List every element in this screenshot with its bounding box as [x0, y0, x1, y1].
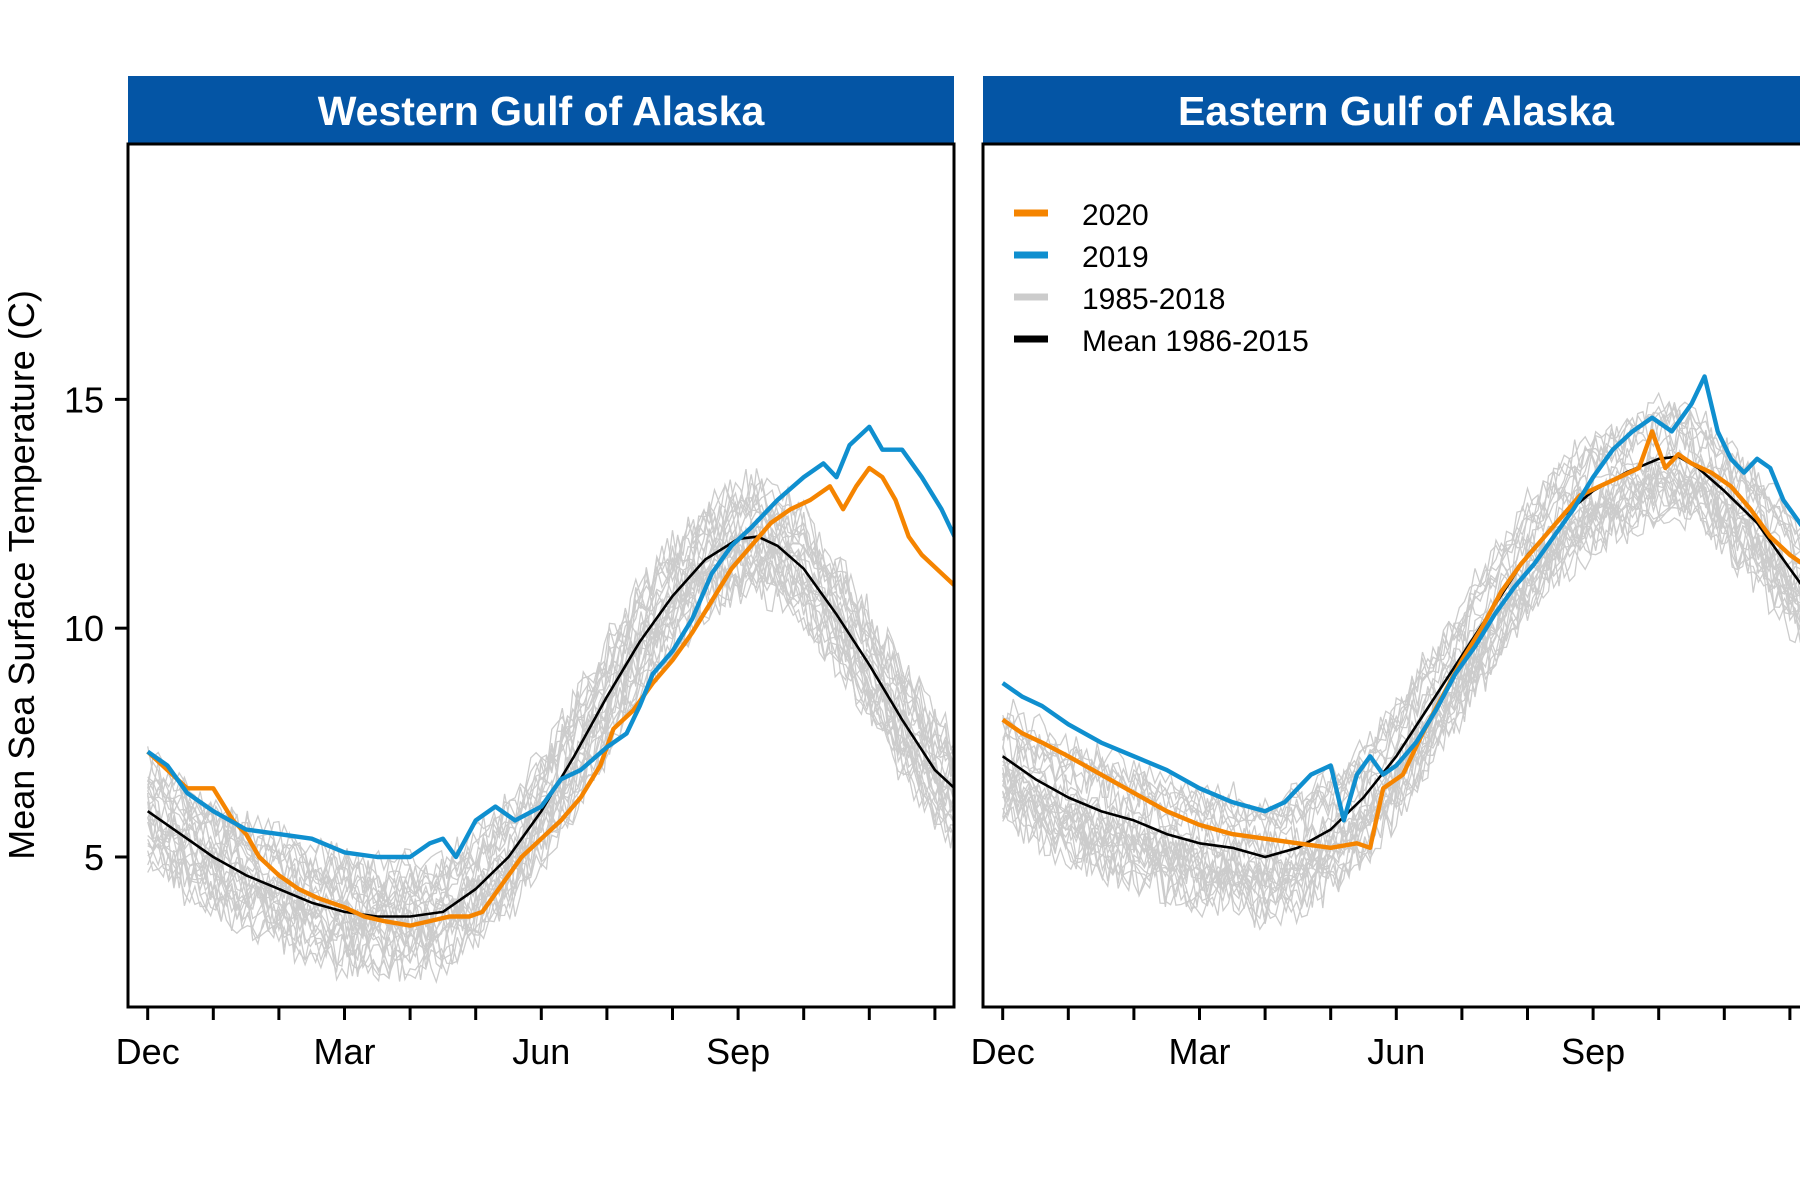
historical-line — [1002, 405, 1800, 826]
legend: 2020 2019 1985-2018 Mean 1986-2015 — [1014, 199, 1309, 358]
legend-item-2020: 2020 — [1014, 199, 1149, 232]
historical-line — [147, 482, 954, 900]
historical-line — [147, 542, 954, 958]
y-tick-label-0: 5 — [84, 837, 104, 878]
legend-item-2019: 2019 — [1014, 241, 1149, 274]
historical-line — [147, 503, 954, 918]
historical-line — [1002, 405, 1800, 825]
historical-line — [1002, 391, 1800, 827]
x-tick-label-mar: Mar — [1169, 1031, 1231, 1072]
historical-line — [1002, 466, 1800, 904]
legend-label-mean: Mean 1986-2015 — [1082, 325, 1309, 358]
historical-line — [1002, 400, 1800, 841]
legend-label-2019: 2019 — [1082, 241, 1149, 274]
y-tick-label-1: 10 — [64, 608, 104, 649]
historical-line — [1002, 488, 1800, 925]
historical-line — [1002, 409, 1800, 853]
series-line-2020 — [146, 465, 954, 928]
series-line-2019 — [1001, 374, 1800, 823]
series-line-mean-1986-2015 — [146, 535, 954, 918]
historical-line — [1002, 427, 1800, 860]
series-line-mean-1986-2015 — [1001, 455, 1800, 859]
historical-line — [147, 478, 954, 906]
x-tick-labels-western: Dec Mar Jun Sep — [116, 1031, 770, 1072]
legend-item-mean: Mean 1986-2015 — [1014, 325, 1309, 358]
historical-line — [147, 531, 954, 944]
strip-western — [128, 76, 954, 144]
historical-line — [1002, 490, 1800, 926]
legend-label-1985-2018: 1985-2018 — [1082, 283, 1225, 316]
historical-line — [1002, 456, 1800, 891]
historical-line — [1002, 470, 1800, 894]
panel-title-eastern: Eastern Gulf of Alaska — [1178, 88, 1615, 134]
historical-line — [147, 544, 954, 952]
legend-label-2020: 2020 — [1082, 199, 1149, 232]
historical-line — [147, 568, 954, 985]
historical-line — [1002, 474, 1800, 907]
legend-item-1985-2018: 1985-2018 — [1014, 283, 1225, 316]
x-tick-labels-eastern: Dec Mar Jun Sep — [971, 1031, 1625, 1072]
x-tick-label-sep: Sep — [1561, 1031, 1625, 1072]
historical-line — [1002, 400, 1800, 819]
historical-line — [147, 491, 954, 905]
series-1985-2018-1 — [1002, 391, 1800, 931]
y-axis-title: Mean Sea Surface Temperature (C) — [1, 290, 42, 860]
strip-eastern — [983, 76, 1800, 144]
series-line-2020 — [1001, 429, 1800, 850]
historical-line — [147, 468, 954, 891]
historical-line — [1002, 486, 1800, 928]
x-tick-label-dec: Dec — [971, 1031, 1035, 1072]
x-tick-label-mar: Mar — [314, 1031, 376, 1072]
x-tick-label-sep: Sep — [706, 1031, 770, 1072]
historical-line — [1002, 474, 1800, 920]
historical-line — [147, 558, 954, 983]
x-tick-label-jun: Jun — [1367, 1031, 1425, 1072]
historical-line — [1002, 456, 1800, 887]
historical-line — [147, 544, 954, 964]
x-tick-label-jun: Jun — [512, 1031, 570, 1072]
historical-line — [1002, 412, 1800, 833]
historical-line — [147, 494, 954, 902]
y-tick-labels: 5 10 15 — [64, 379, 104, 878]
y-tick-label-2: 15 — [64, 379, 104, 420]
historical-line — [1002, 440, 1800, 871]
panel-western-gulf: Western Gulf of Alaska 5 10 15 Dec Mar J… — [64, 76, 956, 1072]
panel-title-western: Western Gulf of Alaska — [318, 88, 766, 134]
historical-line — [147, 521, 954, 935]
x-tick-label-dec: Dec — [116, 1031, 180, 1072]
series-1985-2018-0 — [147, 468, 954, 985]
panel-eastern-gulf: Eastern Gulf of Alaska Dec Mar Jun Sep — [971, 76, 1800, 1072]
series-line-2019 — [146, 424, 954, 860]
